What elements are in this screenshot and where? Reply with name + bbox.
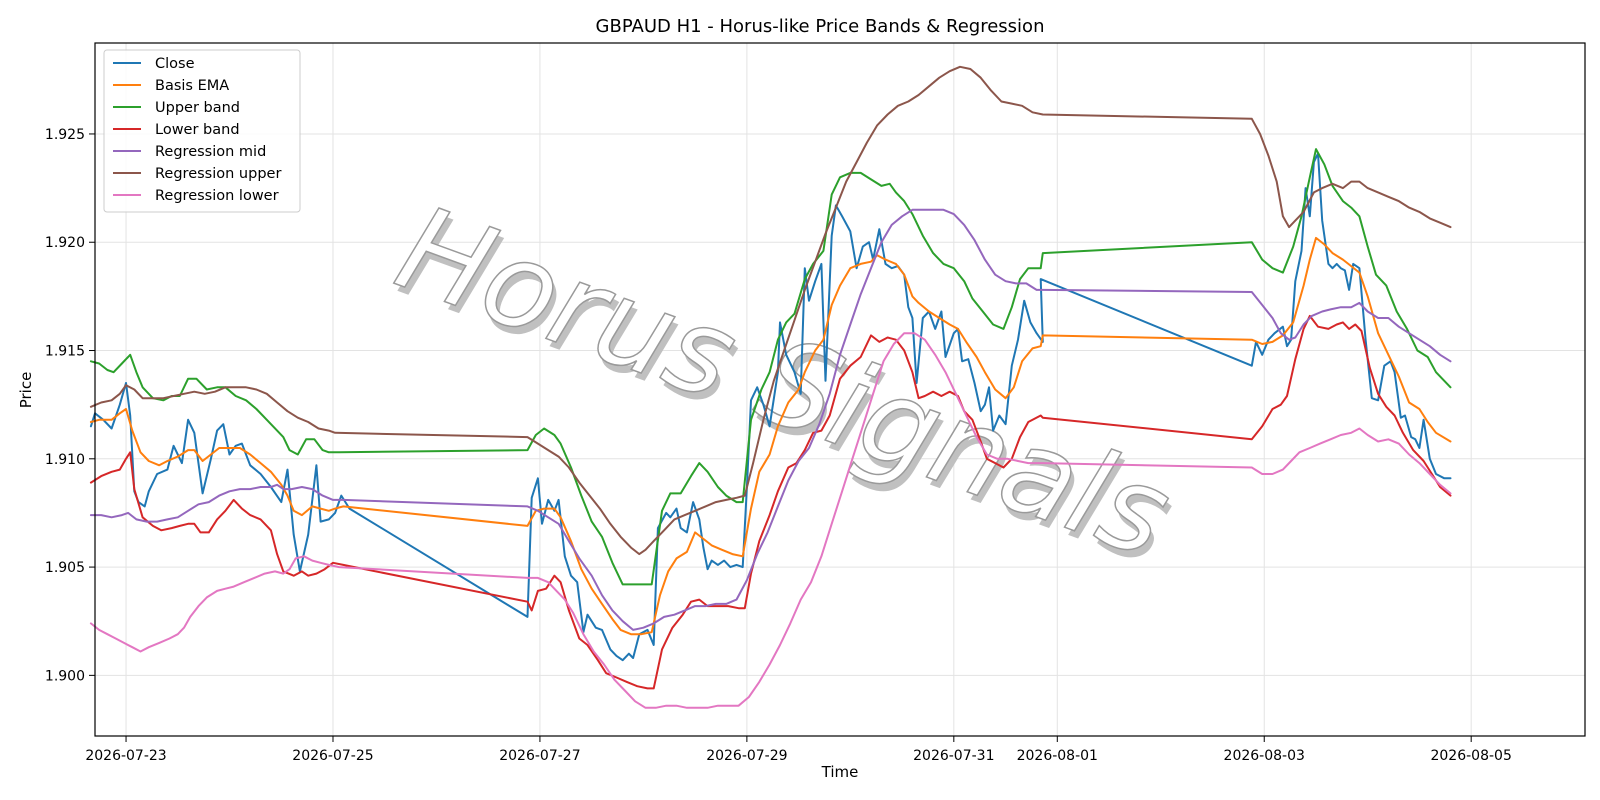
series-line-basis-ema bbox=[89, 236, 1452, 636]
x-tick-label: 2026-07-29 bbox=[706, 748, 787, 764]
x-tick-label: 2026-07-25 bbox=[292, 748, 373, 764]
series-layer bbox=[89, 65, 1452, 709]
tick-layer: 2026-07-23 2026-07-25 2026-07-27 2026-07-29… bbox=[45, 127, 1512, 764]
legend: Close Basis EMA Upper band Lower band Regres… bbox=[103, 49, 301, 213]
y-tick-label: 1.905 bbox=[45, 560, 85, 576]
x-tick-label: 2026-08-01 bbox=[1017, 748, 1098, 764]
legend-label-regression-upper: Regression upper bbox=[155, 166, 281, 182]
plot-frame bbox=[94, 42, 1586, 737]
legend-label-regression-mid: Regression mid bbox=[155, 144, 266, 160]
legend-label-lower-band: Lower band bbox=[155, 122, 240, 138]
x-tick-label: 2026-08-05 bbox=[1430, 748, 1511, 764]
x-tick-label: 2026-08-03 bbox=[1224, 748, 1305, 764]
y-tick-label: 1.900 bbox=[45, 668, 85, 684]
x-axis-label: Time bbox=[821, 763, 859, 781]
series-line-close bbox=[89, 152, 1452, 662]
y-tick-label: 1.920 bbox=[45, 235, 85, 251]
legend-label-basis-ema: Basis EMA bbox=[155, 78, 229, 94]
legend-items: Close Basis EMA Upper band Lower band Regres… bbox=[113, 56, 281, 204]
series-line-regression-upper bbox=[89, 65, 1452, 556]
x-tick-label: 2026-07-31 bbox=[913, 748, 994, 764]
x-tick-label: 2026-07-27 bbox=[499, 748, 580, 764]
chart-title: GBPAUD H1 - Horus-like Price Bands & Reg… bbox=[596, 16, 1045, 37]
series-line-regression-lower bbox=[89, 332, 1452, 709]
legend-label-close: Close bbox=[155, 56, 195, 72]
grid-layer bbox=[95, 43, 1585, 736]
y-tick-label: 1.915 bbox=[45, 344, 85, 360]
legend-box bbox=[103, 49, 301, 213]
legend-label-regression-lower: Regression lower bbox=[155, 188, 279, 204]
series-line-upper-band bbox=[89, 148, 1452, 586]
y-tick-label: 1.910 bbox=[45, 452, 85, 468]
legend-label-upper-band: Upper band bbox=[155, 100, 240, 116]
series-line-lower-band bbox=[89, 314, 1452, 690]
x-tick-label: 2026-07-23 bbox=[85, 748, 166, 764]
y-tick-label: 1.925 bbox=[45, 127, 85, 143]
y-axis-label: Price bbox=[17, 372, 35, 409]
series-line-regression-mid bbox=[89, 208, 1452, 631]
